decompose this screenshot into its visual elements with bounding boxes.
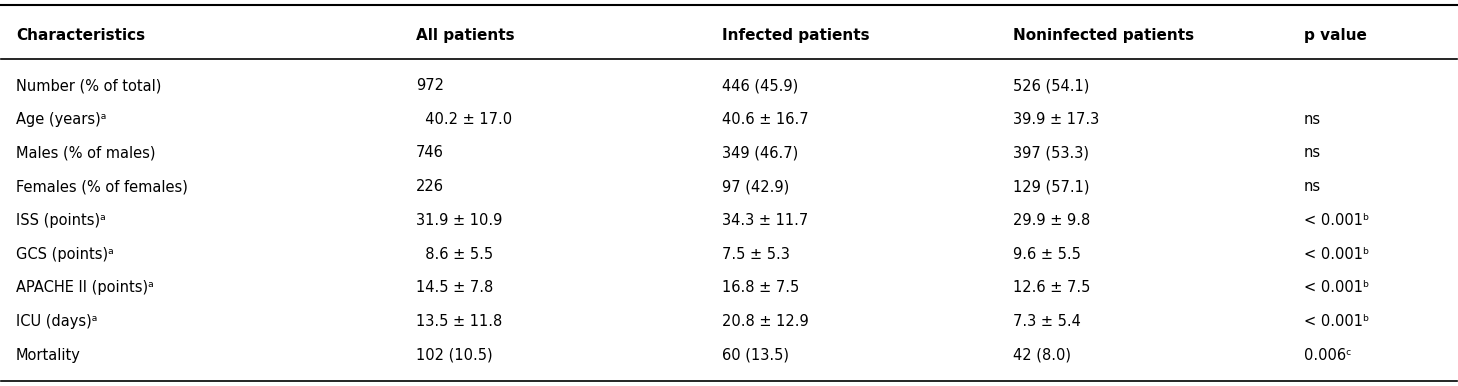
Text: 9.6 ± 5.5: 9.6 ± 5.5 (1013, 247, 1080, 262)
Text: ns: ns (1303, 146, 1321, 161)
Text: 97 (42.9): 97 (42.9) (722, 179, 789, 194)
Text: Females (% of females): Females (% of females) (16, 179, 188, 194)
Text: < 0.001ᵇ: < 0.001ᵇ (1303, 314, 1369, 329)
Text: 7.3 ± 5.4: 7.3 ± 5.4 (1013, 314, 1080, 329)
Text: 0.006ᶜ: 0.006ᶜ (1303, 348, 1352, 363)
Text: 746: 746 (416, 146, 445, 161)
Text: Infected patients: Infected patients (722, 28, 869, 43)
Text: Age (years)ᵃ: Age (years)ᵃ (16, 112, 106, 127)
Text: 14.5 ± 7.8: 14.5 ± 7.8 (416, 280, 493, 295)
Text: ns: ns (1303, 112, 1321, 127)
Text: Males (% of males): Males (% of males) (16, 146, 156, 161)
Text: 39.9 ± 17.3: 39.9 ± 17.3 (1013, 112, 1099, 127)
Text: ICU (days)ᵃ: ICU (days)ᵃ (16, 314, 98, 329)
Text: Noninfected patients: Noninfected patients (1013, 28, 1194, 43)
Text: 34.3 ± 11.7: 34.3 ± 11.7 (722, 213, 808, 228)
Text: 29.9 ± 9.8: 29.9 ± 9.8 (1013, 213, 1091, 228)
Text: 42 (8.0): 42 (8.0) (1013, 348, 1070, 363)
Text: 40.6 ± 16.7: 40.6 ± 16.7 (722, 112, 808, 127)
Text: 397 (53.3): 397 (53.3) (1013, 146, 1089, 161)
Text: 20.8 ± 12.9: 20.8 ± 12.9 (722, 314, 809, 329)
Text: 12.6 ± 7.5: 12.6 ± 7.5 (1013, 280, 1091, 295)
Text: GCS (points)ᵃ: GCS (points)ᵃ (16, 247, 114, 262)
Text: All patients: All patients (416, 28, 515, 43)
Text: 16.8 ± 7.5: 16.8 ± 7.5 (722, 280, 799, 295)
Text: 349 (46.7): 349 (46.7) (722, 146, 798, 161)
Text: Mortality: Mortality (16, 348, 80, 363)
Text: < 0.001ᵇ: < 0.001ᵇ (1303, 213, 1369, 228)
Text: 972: 972 (416, 78, 445, 93)
Text: 40.2 ± 17.0: 40.2 ± 17.0 (416, 112, 512, 127)
Text: 446 (45.9): 446 (45.9) (722, 78, 798, 93)
Text: 226: 226 (416, 179, 445, 194)
Text: 13.5 ± 11.8: 13.5 ± 11.8 (416, 314, 503, 329)
Text: Characteristics: Characteristics (16, 28, 144, 43)
Text: 102 (10.5): 102 (10.5) (416, 348, 493, 363)
Text: APACHE II (points)ᵃ: APACHE II (points)ᵃ (16, 280, 153, 295)
Text: 526 (54.1): 526 (54.1) (1013, 78, 1089, 93)
Text: p value: p value (1303, 28, 1366, 43)
Text: ISS (points)ᵃ: ISS (points)ᵃ (16, 213, 105, 228)
Text: 7.5 ± 5.3: 7.5 ± 5.3 (722, 247, 790, 262)
Text: 129 (57.1): 129 (57.1) (1013, 179, 1089, 194)
Text: Number (% of total): Number (% of total) (16, 78, 162, 93)
Text: 31.9 ± 10.9: 31.9 ± 10.9 (416, 213, 503, 228)
Text: ns: ns (1303, 179, 1321, 194)
Text: < 0.001ᵇ: < 0.001ᵇ (1303, 247, 1369, 262)
Text: 8.6 ± 5.5: 8.6 ± 5.5 (416, 247, 493, 262)
Text: < 0.001ᵇ: < 0.001ᵇ (1303, 280, 1369, 295)
Text: 60 (13.5): 60 (13.5) (722, 348, 789, 363)
